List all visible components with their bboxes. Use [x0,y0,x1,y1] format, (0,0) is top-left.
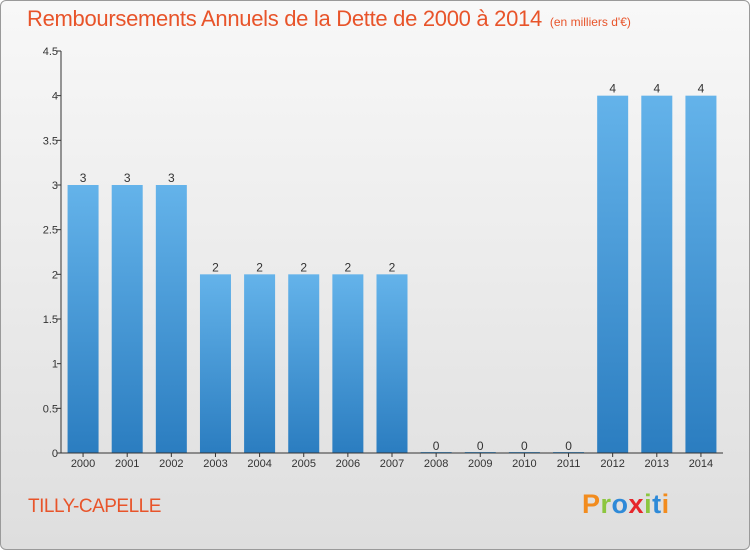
bar-2004 [244,274,276,453]
y-tick-label: 2.5 [43,225,58,237]
logo-letter: r [600,489,612,519]
logo-letter: P [582,489,601,519]
logo-letter: i [644,489,653,519]
chart-unit: (en milliers d'€) [549,15,631,29]
data-label: 4 [698,82,705,96]
data-label: 4 [609,82,616,96]
x-tick-label: 2012 [600,458,624,470]
bar-2003 [199,274,231,453]
x-tick-label: 2005 [291,458,315,470]
data-label: 2 [256,260,263,274]
x-tick-label: 2007 [380,458,404,470]
data-label: 3 [168,171,175,185]
y-tick-label: 4 [52,91,58,103]
logo-letter: o [611,489,629,519]
data-label: 2 [300,260,307,274]
bar-2014 [685,95,717,454]
logo-letter: t [652,489,662,519]
y-tick-label: 1.5 [43,314,58,326]
x-tick-label: 2009 [468,458,492,470]
bar-2007 [376,274,408,453]
city-name: TILLY-CAPELLE [28,496,161,517]
y-tick-label: 3 [52,180,58,192]
data-label: 2 [389,260,396,274]
data-label: 0 [521,439,528,453]
proxiti-logo[interactable]: Proxiti [582,489,670,520]
x-tick-label: 2010 [512,458,536,470]
y-tick-label: 1 [52,359,58,371]
bar-2000 [67,185,99,453]
x-tick-label: 2002 [159,458,183,470]
x-tick-label: 2008 [424,458,448,470]
bar-2006 [332,274,364,453]
x-tick-label: 2000 [71,458,95,470]
data-label: 4 [653,82,660,96]
data-label: 0 [565,439,572,453]
logo-letter: x [628,489,645,519]
bar-2005 [288,274,320,453]
y-tick-label: 3.5 [43,135,58,147]
y-tick-label: 0.5 [43,403,58,415]
data-label: 3 [124,171,131,185]
y-tick-label: 2 [52,269,58,281]
x-tick-label: 2006 [336,458,360,470]
data-label: 3 [80,171,87,185]
x-tick-label: 2004 [247,458,271,470]
x-tick-label: 2011 [557,458,581,470]
bar-2012 [597,95,629,454]
x-tick-label: 2014 [689,458,713,470]
data-label: 0 [433,439,440,453]
x-tick-label: 2001 [115,458,139,470]
data-label: 2 [212,260,219,274]
x-tick-label: 2003 [203,458,227,470]
bar-2001 [111,185,143,453]
chart-title-block: Remboursements Annuels de la Dette de 20… [27,6,631,32]
x-tick-label: 2013 [645,458,669,470]
data-label: 0 [477,439,484,453]
bar-2002 [155,185,187,453]
y-tick-label: 0 [52,448,58,460]
bar-2013 [641,95,673,454]
chart-title: Remboursements Annuels de la Dette de 20… [27,6,542,31]
data-label: 2 [345,260,352,274]
y-tick-label: 4.5 [43,46,58,58]
logo-letter: i [661,489,670,519]
